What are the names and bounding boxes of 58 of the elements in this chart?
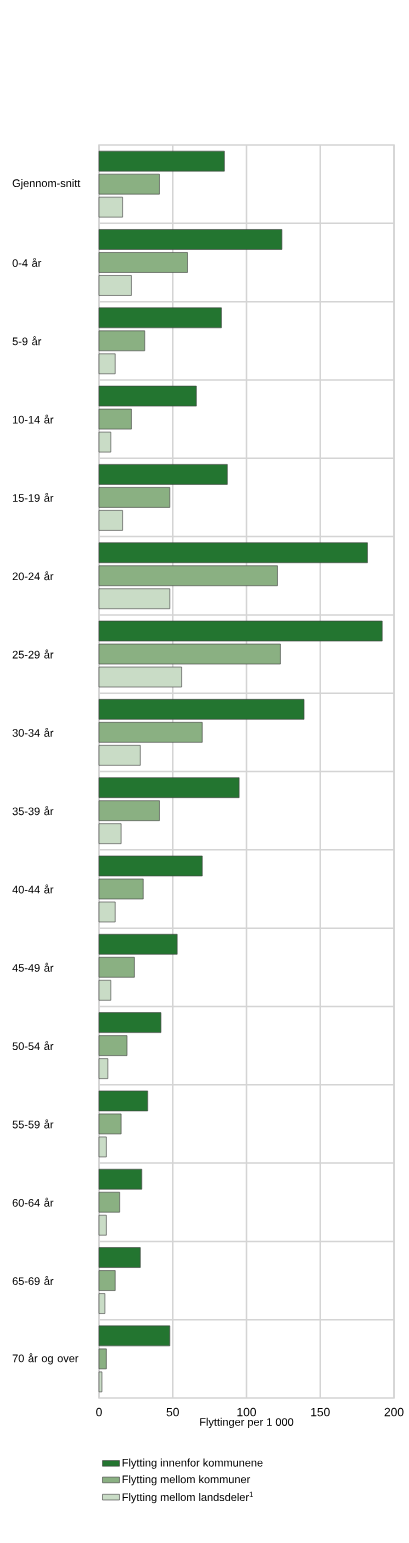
bar bbox=[98, 933, 178, 955]
bar bbox=[98, 979, 112, 1001]
bar bbox=[98, 722, 203, 743]
y-tick-label: 10-14 år bbox=[12, 414, 54, 424]
bar bbox=[98, 464, 228, 485]
bar bbox=[98, 542, 368, 564]
bar bbox=[98, 777, 240, 798]
bar bbox=[98, 823, 122, 844]
bar bbox=[98, 699, 305, 720]
y-tick-label: 40-44 år bbox=[12, 884, 54, 894]
x-tick-label: 0 bbox=[96, 1407, 102, 1417]
bar bbox=[98, 275, 132, 296]
legend-label: Flytting mellom landsdeler$^{1}$ bbox=[122, 1491, 253, 1504]
bar bbox=[98, 1270, 116, 1291]
bar bbox=[98, 1191, 120, 1213]
bar bbox=[98, 1012, 162, 1033]
y-tick-label: 50-54 år bbox=[12, 1041, 54, 1051]
legend-label: Flytting innenfor kommunene bbox=[122, 1458, 263, 1469]
y-tick-label: 30-34 år bbox=[12, 727, 54, 737]
bar bbox=[98, 1247, 141, 1268]
y-tick-label: 5-9 år bbox=[12, 336, 42, 346]
bar bbox=[98, 1214, 107, 1236]
bar bbox=[98, 588, 171, 610]
y-tick-label: 60-64 år bbox=[12, 1197, 54, 1207]
x-tick-label: 200 bbox=[384, 1407, 404, 1417]
bar bbox=[98, 196, 123, 218]
bar bbox=[98, 1168, 143, 1190]
y-tick-label: 35-39 år bbox=[12, 806, 54, 816]
x-tick-label: 150 bbox=[311, 1407, 330, 1417]
y-tick-label: 15-19 år bbox=[12, 492, 54, 502]
y-tick-label: Gjennom-snitt bbox=[12, 179, 81, 190]
bar bbox=[98, 745, 141, 766]
y-tick-label: 55-59 år bbox=[12, 1119, 54, 1129]
x-tick-label: 100 bbox=[237, 1407, 257, 1417]
bar bbox=[98, 252, 188, 273]
x-axis-title: Flyttinger per 1 000 bbox=[200, 1417, 294, 1429]
bar bbox=[98, 1293, 106, 1314]
bar bbox=[98, 229, 283, 250]
y-tick-label: 65-69 år bbox=[12, 1276, 54, 1286]
bar bbox=[98, 956, 135, 978]
bar bbox=[98, 800, 160, 821]
y-tick-label: 20-24 år bbox=[12, 571, 54, 581]
bar bbox=[98, 150, 225, 172]
y-tick-label: 0-4 år bbox=[12, 258, 42, 267]
y-tick-label: 45-49 år bbox=[12, 962, 54, 972]
bar bbox=[98, 1035, 128, 1056]
bar bbox=[98, 353, 116, 375]
y-tick-label: 25-29 år bbox=[12, 649, 54, 659]
bar bbox=[98, 173, 160, 195]
bar bbox=[98, 1058, 109, 1079]
bar bbox=[98, 487, 171, 508]
bar bbox=[98, 510, 123, 531]
y-tick-label: 70 år og over bbox=[12, 1353, 79, 1365]
legend-label: Flytting mellom kommuner bbox=[122, 1475, 251, 1486]
x-tick-label: 50 bbox=[166, 1407, 179, 1417]
bar bbox=[98, 565, 278, 587]
bar bbox=[98, 330, 146, 352]
bar bbox=[98, 307, 222, 329]
